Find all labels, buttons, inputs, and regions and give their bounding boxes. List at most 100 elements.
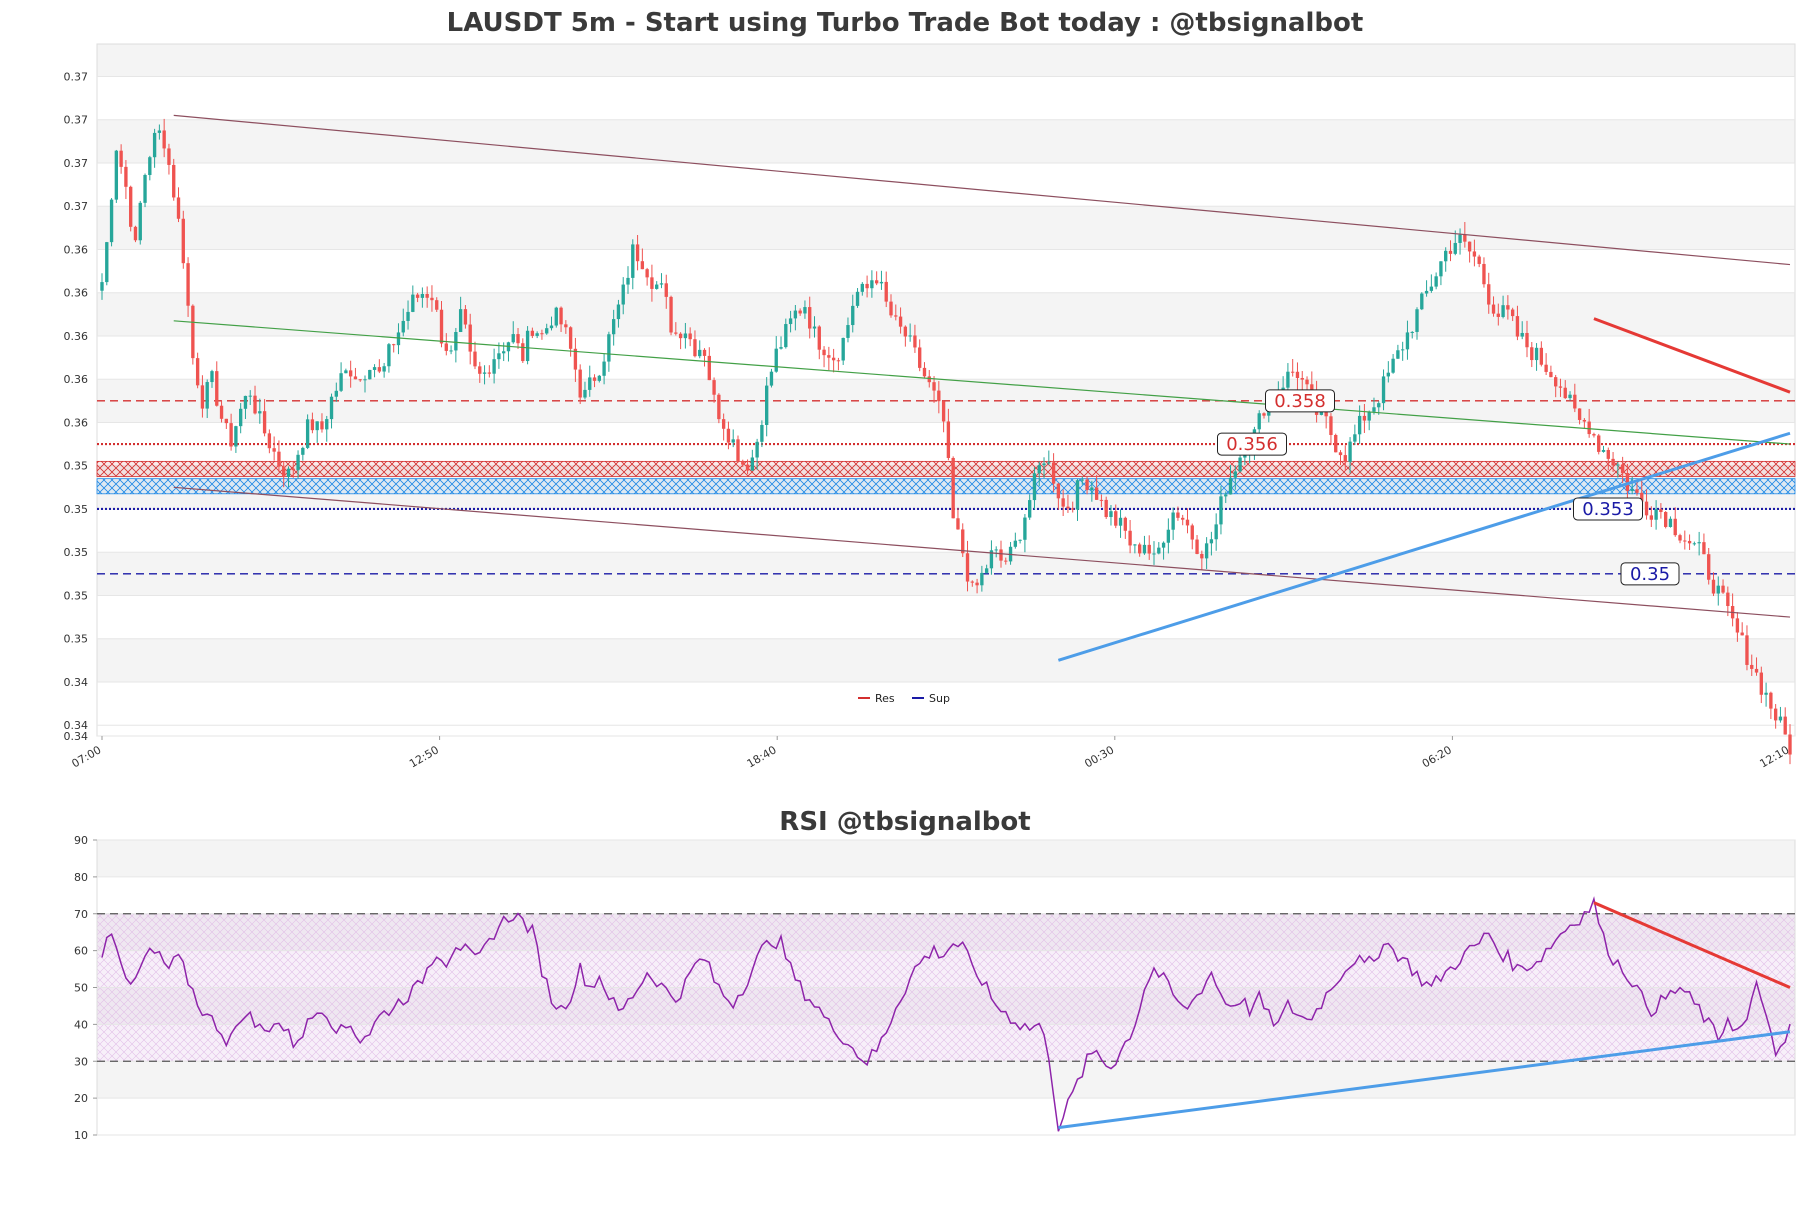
candle-bull: [1161, 542, 1166, 548]
candle-bear: [707, 355, 711, 381]
candle-bull: [994, 549, 998, 551]
candle-bull: [1410, 331, 1414, 333]
candle-bear: [1577, 408, 1582, 420]
candle-bear: [1181, 517, 1185, 520]
candle-bull: [731, 439, 735, 443]
candle-bear: [267, 433, 272, 449]
candle-bear: [1539, 347, 1544, 365]
candle-bear: [898, 316, 903, 327]
candle-bear: [1673, 518, 1677, 536]
candle-bear: [1482, 263, 1486, 285]
candle-bull: [1534, 347, 1539, 361]
candle-bull: [1118, 517, 1123, 526]
candle-bear: [745, 464, 750, 471]
candle-bear: [1056, 483, 1061, 499]
candle-bear: [1750, 664, 1754, 669]
candle-bull: [788, 318, 793, 325]
candle-bear: [1788, 734, 1792, 755]
candle-bull: [1214, 524, 1218, 540]
candle-bear: [999, 549, 1003, 561]
rsi-band: [97, 1061, 1795, 1099]
price-x-tick-label: 12:10: [1758, 743, 1792, 770]
price-x-tick-label: 18:40: [745, 743, 779, 770]
candle-bear: [1334, 434, 1338, 453]
candle-bull: [325, 419, 329, 430]
candle-bear: [1663, 512, 1668, 527]
price-y-tick-label: 0.37: [64, 114, 89, 127]
price-y-tick-label: 0.36: [64, 287, 89, 300]
candle-bull: [1157, 547, 1161, 554]
candle-bear: [1659, 509, 1663, 513]
candle-bull: [449, 350, 453, 352]
candle-bear: [836, 360, 841, 362]
candle-bull: [1391, 358, 1395, 373]
candle-bull: [411, 294, 415, 312]
candle-bear: [721, 419, 726, 429]
candle-bull: [870, 280, 874, 289]
rsi-y-tick-label: 20: [74, 1092, 88, 1105]
candle-bear: [1496, 313, 1500, 317]
candle-bull: [1047, 462, 1051, 464]
candle-bear: [1506, 305, 1510, 310]
candle-bear: [415, 294, 420, 298]
candle-bear: [937, 390, 941, 402]
candle-bear: [1190, 525, 1194, 540]
candle-bull: [803, 307, 807, 314]
candle-bull: [1075, 480, 1080, 510]
candle-bear: [172, 164, 176, 198]
trendline-mid: [173, 320, 1791, 445]
candle-bear: [874, 280, 879, 284]
candle-bull: [602, 361, 606, 376]
candle-bear: [635, 244, 640, 262]
candle-bear: [1338, 452, 1343, 456]
trendline-channel: [173, 486, 1791, 618]
candle-bear: [272, 448, 276, 452]
price-y-tick-label: 0.34: [64, 676, 89, 689]
candle-bull: [1396, 350, 1400, 359]
candle-bull: [305, 419, 310, 448]
price-y-tick-label: 0.35: [64, 589, 89, 602]
candle-bear: [1563, 387, 1567, 399]
candle-bull: [502, 351, 506, 354]
candle-bear: [674, 332, 678, 334]
candle-bear: [822, 349, 826, 356]
price-panel: 0.340.340.340.350.350.350.350.350.360.36…: [64, 43, 1796, 770]
candle-bear: [1711, 579, 1716, 594]
candle-bull: [1209, 539, 1214, 544]
candle-bear: [262, 411, 267, 434]
candle-bull: [793, 310, 798, 319]
candle-bear: [1128, 530, 1132, 546]
candle-bull: [1716, 585, 1720, 594]
candle-bull: [105, 242, 109, 283]
candle-bear: [918, 347, 922, 368]
candle-bull: [611, 319, 616, 335]
candle-bear: [219, 405, 224, 419]
price-y-tick-label: 0.36: [64, 243, 89, 256]
candle-bull: [765, 385, 769, 425]
candle-bear: [1262, 413, 1266, 416]
candle-bull: [401, 320, 405, 333]
candle-bear: [650, 277, 654, 289]
candle-bull: [296, 454, 300, 471]
candle-bear: [1114, 511, 1118, 526]
candle-bear: [702, 349, 707, 356]
level-label: 0.35: [1630, 564, 1670, 585]
candle-bull: [860, 283, 864, 292]
candle-bear: [195, 358, 200, 386]
candle-bear: [1558, 386, 1563, 388]
candle-bull: [1778, 716, 1783, 721]
candle-bear: [798, 310, 802, 314]
rsi-panel: 10 20 30 40 50 60 70 80 90: [74, 834, 1796, 1142]
candle-bear: [277, 451, 281, 467]
candle-bull: [1668, 518, 1673, 527]
trendline-trend_red: [1593, 317, 1791, 394]
candle-bear: [1554, 377, 1558, 387]
candle-bear: [176, 197, 181, 219]
candle-bear: [831, 357, 836, 361]
candle-bear: [1745, 635, 1749, 665]
candle-bull: [989, 550, 994, 569]
candle-bull: [655, 284, 659, 289]
candle-bear: [1726, 592, 1730, 607]
candle-bull: [846, 325, 850, 338]
candle-bull: [755, 441, 759, 458]
